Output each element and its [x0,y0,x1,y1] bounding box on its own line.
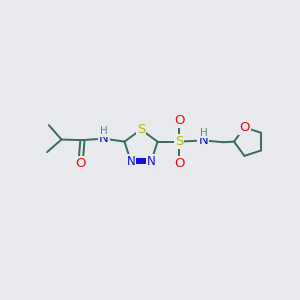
Text: H: H [200,128,207,138]
Text: N: N [126,154,135,168]
Text: N: N [147,154,156,168]
Text: S: S [175,135,183,148]
Text: N: N [99,132,109,145]
Text: N: N [198,134,208,147]
Text: S: S [137,123,145,136]
Text: O: O [174,157,184,170]
Text: O: O [239,121,250,134]
Text: O: O [76,157,86,170]
Text: O: O [174,113,184,127]
Text: H: H [100,126,108,136]
